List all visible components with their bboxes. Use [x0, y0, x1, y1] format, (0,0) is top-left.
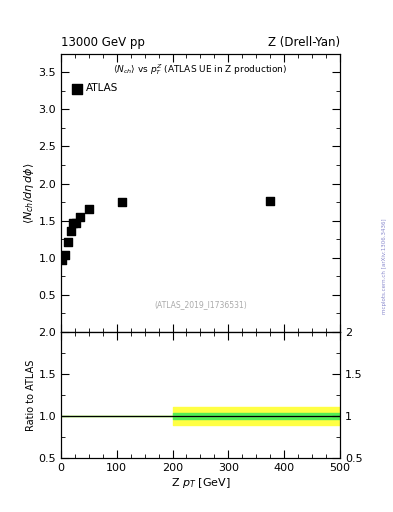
ATLAS — [86, 205, 92, 214]
Y-axis label: Ratio to ATLAS: Ratio to ATLAS — [26, 359, 35, 431]
X-axis label: Z $p_T$ [GeV]: Z $p_T$ [GeV] — [171, 476, 230, 490]
ATLAS — [119, 198, 125, 206]
Text: Z (Drell-Yan): Z (Drell-Yan) — [268, 36, 340, 49]
Text: $\langle N_{ch}\rangle$ vs $p_T^Z$ (ATLAS UE in Z production): $\langle N_{ch}\rangle$ vs $p_T^Z$ (ATLA… — [113, 62, 288, 77]
ATLAS — [65, 238, 71, 246]
ATLAS — [77, 213, 84, 221]
ATLAS — [62, 250, 68, 259]
Text: 13000 GeV pp: 13000 GeV pp — [61, 36, 145, 49]
ATLAS — [68, 227, 74, 235]
Text: (ATLAS_2019_I1736531): (ATLAS_2019_I1736531) — [154, 301, 247, 310]
ATLAS — [59, 255, 66, 264]
Legend: ATLAS: ATLAS — [72, 81, 121, 95]
Y-axis label: $\langle N_{ch}/d\eta\,d\phi\rangle$: $\langle N_{ch}/d\eta\,d\phi\rangle$ — [22, 162, 35, 224]
ATLAS — [267, 197, 274, 205]
ATLAS — [70, 219, 77, 227]
Text: mcplots.cern.ch [arXiv:1306.3436]: mcplots.cern.ch [arXiv:1306.3436] — [382, 219, 387, 314]
ATLAS — [73, 219, 79, 227]
